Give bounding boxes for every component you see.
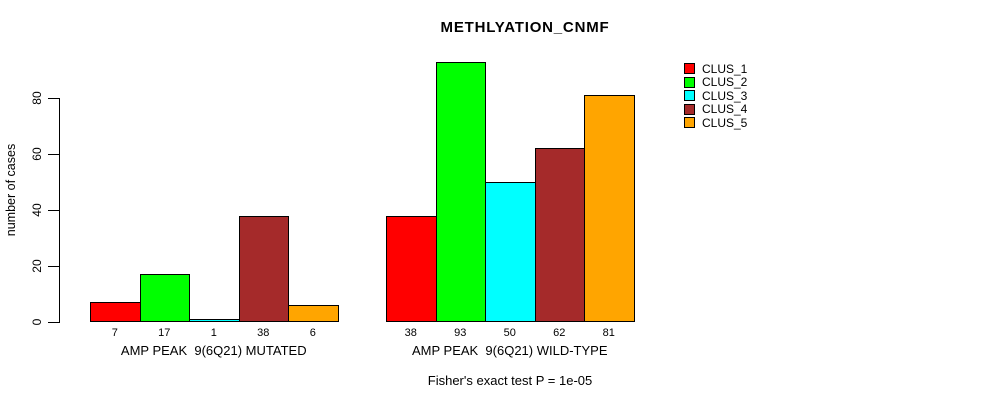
bar-value-label: 93 (454, 327, 467, 339)
legend-label: CLUS_1 (702, 61, 748, 76)
legend-item-clus_5: CLUS_5 (684, 116, 747, 130)
bar-value-label: 62 (553, 327, 566, 339)
legend-swatch-icon (684, 76, 695, 88)
legend-label: CLUS_4 (702, 102, 748, 117)
bar-clus_5 (584, 95, 635, 322)
legend-swatch-icon (684, 117, 695, 129)
y-tick-mark (48, 97, 60, 99)
chart-title: METHLYATION_CNMF (440, 19, 610, 36)
bar-value-label: 6 (309, 327, 316, 339)
bar-value-label: 1 (210, 327, 217, 339)
y-tick-label: 0 (30, 318, 44, 326)
bar-clus_4 (534, 148, 585, 322)
legend-label: CLUS_3 (702, 88, 748, 103)
legend-item-clus_3: CLUS_3 (684, 89, 747, 103)
y-tick-label: 20 (30, 259, 44, 273)
bar-value-label: 38 (404, 327, 417, 339)
bar-value-label: 81 (602, 327, 615, 339)
bar-clus_1 (90, 302, 141, 322)
bar-clus_2 (139, 274, 190, 322)
legend: CLUS_1 CLUS_2 CLUS_3 CLUS_4 CLUS_5 (684, 62, 747, 130)
legend-item-clus_2: CLUS_2 (684, 76, 747, 90)
bar-clus_3 (485, 182, 536, 322)
bar-clus_5 (288, 305, 339, 322)
x-group-label: AMP PEAK 9(6Q21) WILD-TYPE (411, 343, 608, 358)
legend-swatch-icon (684, 103, 695, 115)
bar-value-label: 38 (257, 327, 270, 339)
bar-value-label: 17 (158, 327, 171, 339)
y-tick-label: 80 (30, 91, 44, 105)
y-tick-mark (48, 321, 60, 323)
legend-label: CLUS_2 (702, 75, 748, 90)
bar-clus_1 (386, 215, 437, 322)
legend-swatch-icon (684, 90, 695, 102)
bar-clus_4 (238, 215, 289, 322)
y-axis-label: number of cases (4, 143, 18, 237)
bar-clus_3 (189, 319, 240, 322)
legend-swatch-icon (684, 63, 695, 75)
bar-value-label: 7 (111, 327, 118, 339)
legend-label: CLUS_5 (702, 115, 748, 130)
bar-value-label: 50 (503, 327, 516, 339)
y-tick-mark (48, 153, 60, 155)
y-tick-label: 60 (30, 147, 44, 161)
legend-item-clus_4: CLUS_4 (684, 103, 747, 117)
fisher-test-footnote: Fisher's exact test P = 1e-05 (427, 373, 593, 388)
x-group-label: AMP PEAK 9(6Q21) MUTATED (120, 343, 307, 358)
y-tick-mark (48, 209, 60, 211)
bar-clus_2 (435, 61, 486, 322)
y-tick-label: 40 (30, 203, 44, 217)
y-tick-mark (48, 265, 60, 267)
legend-item-clus_1: CLUS_1 (684, 62, 747, 76)
